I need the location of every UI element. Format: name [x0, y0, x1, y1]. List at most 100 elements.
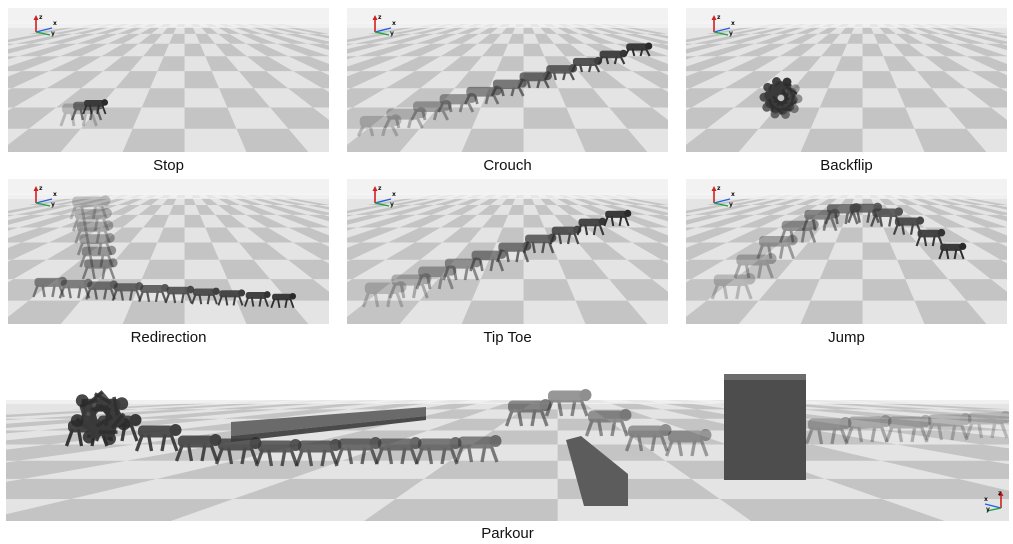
- robot-head: [894, 207, 904, 216]
- scene-tip-toe: z xy: [347, 179, 668, 324]
- robot-leg: [856, 210, 861, 223]
- robot-leg: [851, 210, 859, 225]
- robot-leg: [557, 232, 563, 245]
- robot-leg: [172, 292, 177, 304]
- robot-leg: [596, 419, 604, 437]
- robot-leg: [93, 287, 98, 300]
- robot-head: [238, 289, 246, 297]
- robot-leg: [232, 295, 237, 306]
- robot-head: [765, 253, 777, 265]
- caption-tip-toe: Tip Toe: [483, 329, 532, 346]
- robot-head: [186, 285, 195, 294]
- caption-crouch: Crouch: [483, 157, 532, 174]
- robot-head: [129, 414, 142, 426]
- horizon-haze: [347, 22, 668, 28]
- robot-frame: [214, 437, 262, 465]
- scene-crouch: z xy: [347, 8, 668, 152]
- robot-leg: [690, 439, 697, 457]
- robot-leg: [844, 210, 850, 225]
- robot-leg: [516, 409, 524, 427]
- robot-leg: [91, 204, 98, 220]
- robot-head: [104, 233, 115, 243]
- robot-frame: [892, 216, 925, 236]
- robot-head: [263, 291, 271, 299]
- robot-head: [645, 42, 653, 50]
- robot-leg: [415, 273, 424, 290]
- robot-leg: [735, 282, 742, 300]
- robot-leg: [463, 265, 469, 281]
- robot-leg: [82, 216, 88, 232]
- z-axis-label: z: [998, 490, 1002, 497]
- robot-trail: [32, 195, 297, 309]
- robot-trail: [356, 42, 653, 137]
- robot-leg: [410, 108, 419, 121]
- robot-leg: [480, 445, 487, 463]
- robot-head: [99, 195, 111, 206]
- x-axis-arrow: [35, 198, 53, 204]
- robot-leg: [473, 93, 479, 105]
- box-obstacle: [724, 374, 806, 480]
- y-axis-label: y: [390, 201, 394, 208]
- robot-leg: [631, 48, 636, 57]
- robot-leg: [415, 116, 424, 129]
- robot-body: [272, 293, 292, 301]
- robot-leg: [70, 107, 78, 121]
- robot-head: [289, 292, 297, 300]
- robot-leg: [442, 265, 450, 281]
- robot-leg: [772, 95, 783, 106]
- robot-leg: [258, 296, 263, 307]
- robot-leg: [81, 111, 88, 127]
- robot-frame: [388, 273, 432, 299]
- robot-leg: [570, 63, 577, 73]
- robot-leg: [437, 101, 445, 113]
- x-axis-arrow: [984, 503, 1002, 509]
- robot-body: [928, 414, 964, 427]
- robot-leg: [466, 101, 475, 113]
- robot-leg: [543, 78, 550, 89]
- robot-leg: [766, 243, 773, 259]
- robot-leg: [154, 290, 160, 302]
- robot-frame: [710, 273, 756, 300]
- robot-leg: [138, 290, 145, 303]
- robot-leg: [104, 407, 111, 427]
- robot-head: [212, 287, 220, 295]
- robot-leg: [536, 78, 541, 89]
- robot-leg: [454, 444, 465, 463]
- robot-leg: [134, 433, 145, 452]
- robot-leg: [896, 425, 904, 443]
- robot-leg: [452, 265, 458, 281]
- robot-leg: [306, 449, 314, 467]
- y-axis-arrow: [986, 507, 1002, 512]
- robot-frame: [69, 195, 111, 220]
- robot-head: [440, 100, 452, 111]
- robot-leg: [79, 253, 87, 268]
- x-axis-arrow: [374, 198, 392, 204]
- robot-leg: [603, 215, 609, 227]
- robot-leg: [420, 108, 427, 121]
- robot-leg: [496, 249, 503, 263]
- robot-leg: [119, 289, 125, 301]
- robot-leg: [824, 210, 832, 225]
- horizon-haze: [8, 22, 329, 28]
- robot-leg: [945, 248, 950, 260]
- robot-frame: [191, 287, 220, 305]
- robot-leg: [964, 420, 975, 439]
- robot-body: [626, 43, 648, 51]
- robot-leg: [765, 262, 774, 279]
- robot-body: [113, 283, 139, 292]
- robot-leg: [84, 228, 90, 244]
- y-axis-label: y: [390, 30, 394, 37]
- robot-frame: [164, 285, 195, 304]
- robot-leg: [924, 422, 935, 441]
- robot-leg: [950, 423, 957, 441]
- robot-frame: [361, 281, 407, 308]
- y-axis-label: y: [729, 30, 733, 37]
- robot-leg: [830, 427, 837, 445]
- z-axis-label: z: [39, 14, 43, 21]
- robot-body: [917, 229, 941, 238]
- robot-leg: [32, 284, 40, 298]
- robot-leg: [399, 282, 406, 299]
- robot-body: [628, 425, 664, 438]
- robot-leg: [146, 434, 154, 452]
